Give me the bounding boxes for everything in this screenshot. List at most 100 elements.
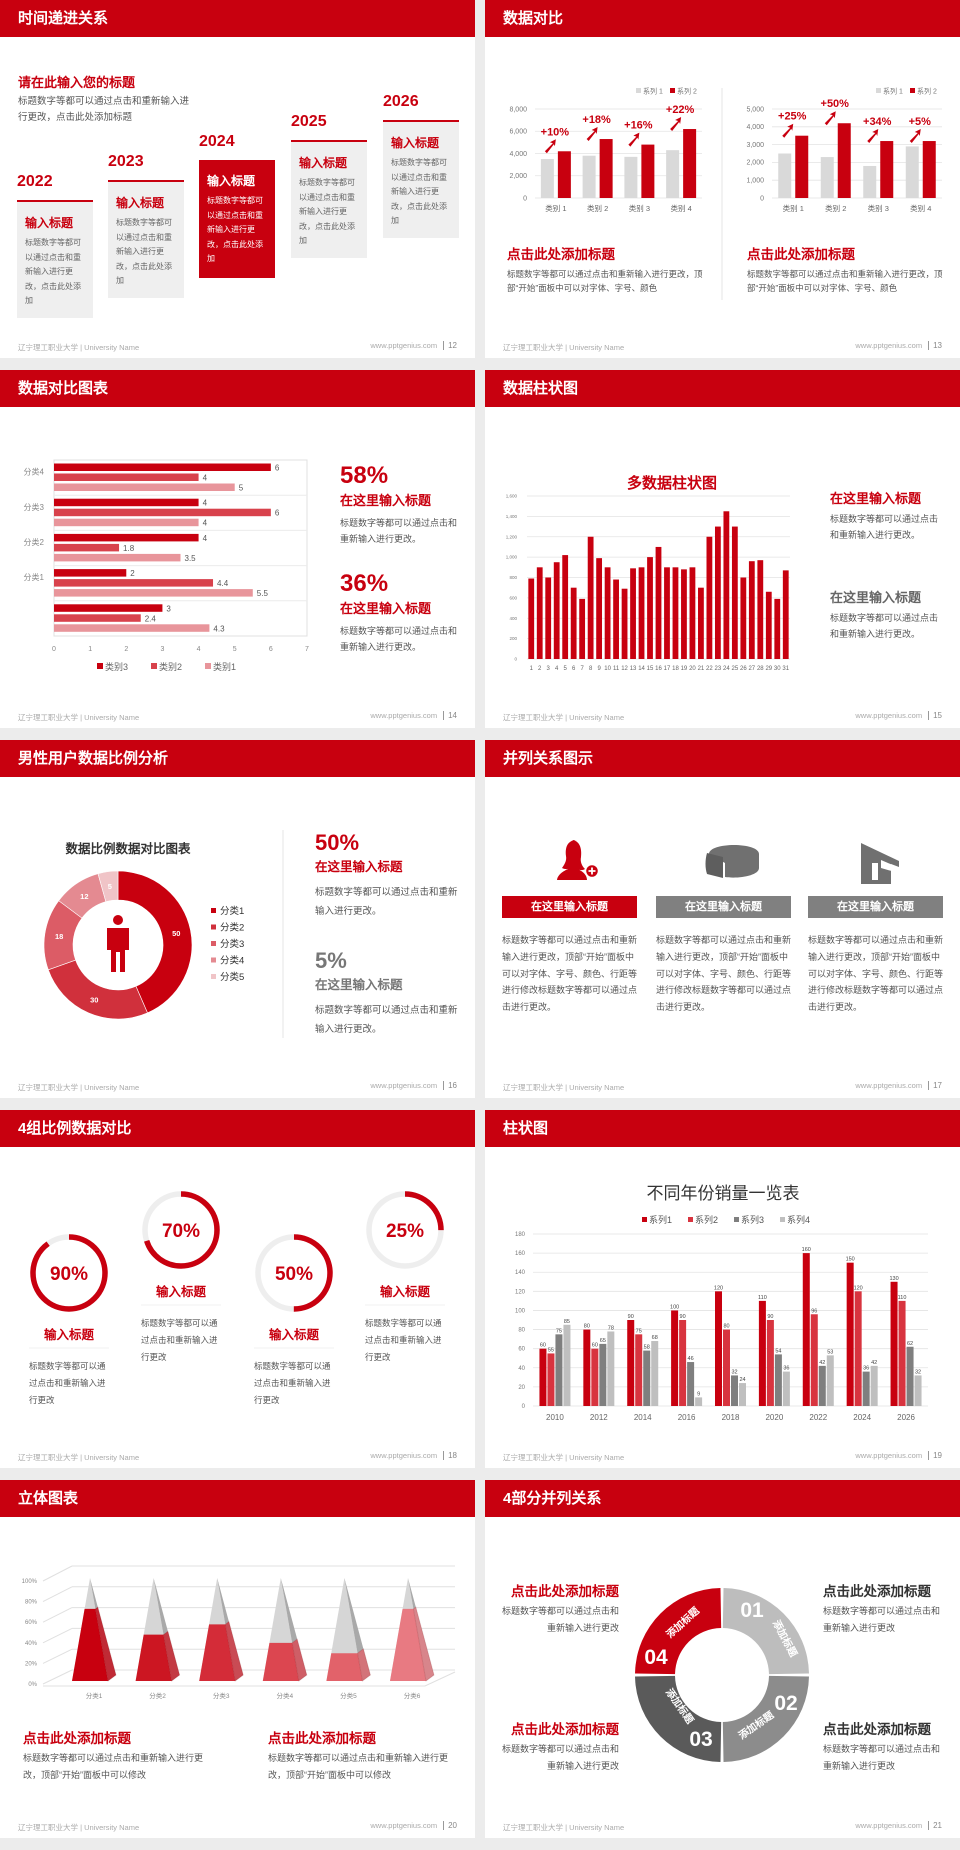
y-tick-label: 20 xyxy=(518,1385,525,1391)
stat-value: 36% xyxy=(340,570,389,597)
door xyxy=(872,863,878,880)
block-heading[interactable]: 点击此处添加标题 xyxy=(511,1722,619,1737)
data-label: 3.5 xyxy=(185,554,197,563)
block-heading[interactable]: 点击此处添加标题 xyxy=(823,1584,931,1599)
bar xyxy=(635,1334,643,1406)
data-label: 58 xyxy=(644,1345,650,1351)
year-label: 2022 xyxy=(17,173,53,190)
y-tick-label: 80% xyxy=(25,1600,38,1606)
block-text: 标题数字等都可以通过点击和重新输入进行更改。 xyxy=(830,613,939,639)
x-tick-label: 8 xyxy=(589,666,593,672)
data-label: 32 xyxy=(915,1369,921,1375)
column-header[interactable]: 在这里输入标题 xyxy=(502,896,637,918)
page-number: 14 xyxy=(443,711,457,720)
timeline-card[interactable]: 输入标题 标题数字等都可以通过点击和重新输入进行更改，点击此处添加 xyxy=(17,200,93,318)
block-heading[interactable]: 点击此处添加标题 xyxy=(511,1584,619,1599)
x-tick-label: 9 xyxy=(597,666,601,672)
data-label: 4 xyxy=(203,474,208,483)
x-tick-label: 14 xyxy=(638,666,645,672)
x-tick-label: 0 xyxy=(52,646,56,653)
x-tick-label: 30 xyxy=(774,666,781,672)
timeline-card[interactable]: 输入标题 标题数字等都可以通过点击和重新输入进行更改，点击此处添加 xyxy=(108,180,184,298)
bar xyxy=(854,1291,862,1406)
x-tick-label: 10 xyxy=(604,666,611,672)
bar xyxy=(583,1329,591,1406)
bar xyxy=(528,578,535,659)
footer-site: www.pptgenius.com 14 xyxy=(370,711,457,720)
bar xyxy=(607,1331,615,1406)
bar xyxy=(846,1262,854,1406)
data-label: 36 xyxy=(863,1366,869,1372)
stat-block: 36% 在这里输入标题 标题数字等都可以通过点击和重新输入进行更改。 xyxy=(340,570,465,655)
footer-site: www.pptgenius.com 20 xyxy=(370,1821,457,1830)
block-heading[interactable]: 点击此处添加标题 xyxy=(823,1722,931,1737)
card-text: 标题数字等都可以通过点击和重新输入进行更改，点击此处添加 xyxy=(391,158,447,225)
footer-school: 辽宁理工职业大学 | University Name xyxy=(18,1453,140,1462)
block-title[interactable]: 点击此处添加标题 xyxy=(747,247,855,262)
slice-label: 30 xyxy=(90,996,98,1005)
footer-school: 辽宁理工职业大学 | University Name xyxy=(503,1083,625,1092)
slide-timeline: 时间递进关系 辽宁理工职业大学 | University Name www.ppt… xyxy=(0,0,475,358)
bar xyxy=(731,526,738,659)
column-header[interactable]: 在这里输入标题 xyxy=(808,896,943,918)
bar xyxy=(782,570,789,659)
legend-label: 系列4 xyxy=(787,1214,810,1225)
y-tick-label: 1,000 xyxy=(506,555,518,560)
footer-school: 辽宁理工职业大学 | University Name xyxy=(18,1823,140,1832)
footer-url: www.pptgenius.com xyxy=(855,341,923,350)
gridline xyxy=(42,1669,73,1685)
ring-percent: 70% xyxy=(162,1221,200,1242)
slide-title: 数据柱状图 xyxy=(485,370,960,407)
slide-canvas: 多数据柱状图 0 200 400 600 800 1,000 1,200 1,400 1,600 1… xyxy=(506,474,790,672)
block-text: 标题数字等都可以通过点击和重新输入进行更改 xyxy=(823,1606,941,1633)
block-heading: 在这里输入标题 xyxy=(830,590,922,605)
bar xyxy=(630,568,636,659)
timeline-card[interactable]: 输入标题 标题数字等都可以通过点击和重新输入进行更改，点击此处添加 xyxy=(199,160,275,278)
data-label: 160 xyxy=(802,1247,811,1253)
data-label: 62 xyxy=(907,1341,913,1347)
bar xyxy=(774,598,781,659)
footer-site: www.pptgenius.com 19 xyxy=(855,1451,942,1460)
x-tick-label: 11 xyxy=(613,666,620,672)
timeline-card[interactable]: 输入标题 标题数字等都可以通过点击和重新输入进行更改，点击此处添加 xyxy=(383,120,459,238)
growth-annotation: +34% xyxy=(863,116,892,128)
body xyxy=(107,928,129,972)
slide-title: 4组比例数据对比 xyxy=(0,1110,475,1147)
data-label: 2 xyxy=(130,569,135,578)
block-title[interactable]: 点击此处添加标题 xyxy=(268,1731,376,1746)
female-user-add-icon xyxy=(557,840,600,880)
bar xyxy=(723,511,730,659)
legend-swatch xyxy=(670,88,675,93)
slide-four-ratios: 4组比例数据对比 90% 70% 50% 25% 辽宁理工职业大学 | Universi… xyxy=(0,1110,475,1468)
block-title[interactable]: 点击此处添加标题 xyxy=(23,1731,131,1746)
ring-title: 输入标题 xyxy=(43,1328,94,1342)
slide-title: 数据对比 xyxy=(485,0,960,37)
page-number: 17 xyxy=(928,1081,942,1090)
ring-text: 标题数字等都可以通过点击和重新输入进行更改 xyxy=(141,1318,218,1362)
footer-school: 辽宁理工职业大学 | University Name xyxy=(503,343,625,352)
data-label: 78 xyxy=(608,1325,614,1331)
block-text: 标题数字等都可以通过点击和重新输入进行更改，顶部“开始”面板中可以修改 xyxy=(23,1753,204,1780)
block-title[interactable]: 点击此处添加标题 xyxy=(507,247,615,262)
legend-swatch xyxy=(211,941,216,946)
card-title: 输入标题 xyxy=(116,196,165,210)
bar xyxy=(655,546,662,659)
block-text: 标题数字等都可以通过点击和重新输入进行更改 xyxy=(501,1606,619,1633)
data-label: 32 xyxy=(731,1369,737,1375)
legend-label: 类别2 xyxy=(159,661,182,672)
y-tick-label: 40% xyxy=(25,1641,38,1647)
data-label: 1.8 xyxy=(123,544,135,553)
data-label: 120 xyxy=(714,1285,723,1291)
data-label: 110 xyxy=(898,1295,907,1301)
bar xyxy=(579,598,586,659)
bar xyxy=(706,536,713,659)
legend-label: 分类3 xyxy=(220,938,244,950)
bar xyxy=(715,1291,722,1406)
bar xyxy=(536,567,543,659)
data-label: 53 xyxy=(827,1349,833,1355)
bar xyxy=(587,536,594,659)
footer-site: www.pptgenius.com 21 xyxy=(855,1821,942,1830)
column-header[interactable]: 在这里输入标题 xyxy=(656,896,791,918)
data-label: 80 xyxy=(584,1324,590,1330)
timeline-card[interactable]: 输入标题 标题数字等都可以通过点击和重新输入进行更改，点击此处添加 xyxy=(291,140,367,258)
